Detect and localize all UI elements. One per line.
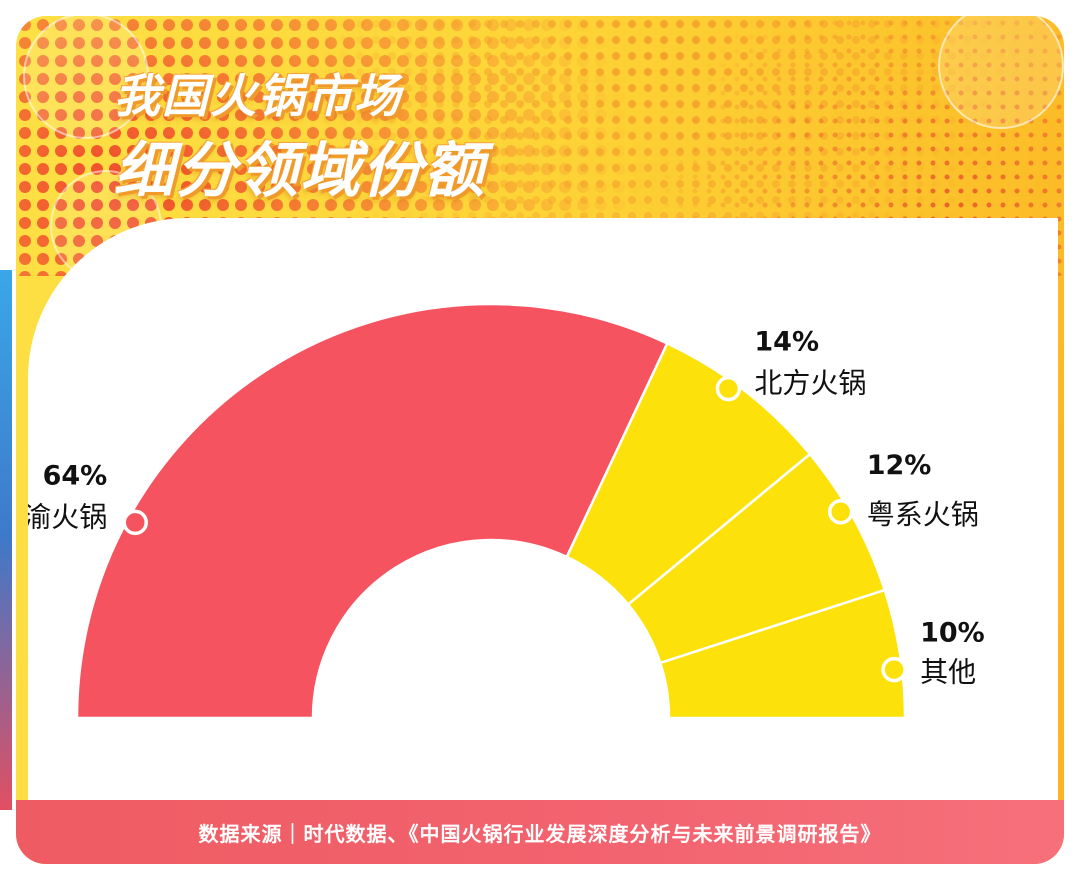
data-label: 10% — [920, 618, 985, 649]
bubble-decoration — [23, 16, 149, 139]
slice-marker — [715, 375, 742, 402]
side-stripe — [0, 270, 12, 810]
title-area: 我国火锅市场 细分领域份额 — [16, 16, 1064, 236]
slice-marker — [881, 656, 907, 683]
source-note: 数据来源｜时代数据、《中国火锅行业发展深度分析与未来前景调研报告》 — [198, 821, 882, 846]
category-label: 粤系火锅 — [867, 498, 979, 531]
category-label: 川渝火锅 — [28, 500, 107, 533]
data-label: 12% — [867, 450, 932, 481]
slice-marker — [122, 509, 148, 536]
footer-bar: 数据来源｜时代数据、《中国火锅行业发展深度分析与未来前景调研报告》 — [16, 800, 1064, 864]
data-label: 14% — [754, 327, 819, 358]
chart-title-line-1: 我国火锅市场 — [114, 69, 402, 123]
category-label: 北方火锅 — [754, 367, 866, 400]
data-label: 64% — [43, 460, 108, 491]
bubble-decoration — [938, 16, 1064, 129]
chart-title-line-2: 细分领域份额 — [114, 136, 486, 206]
chart-card: 64% 川渝火锅 14% 北方火锅 12% 粤系火锅 10% 其他 — [28, 218, 1058, 800]
semi-donut-chart: 64% 川渝火锅 14% 北方火锅 12% 粤系火锅 10% 其他 — [28, 302, 985, 720]
pie-slice — [75, 302, 669, 720]
slice-marker — [827, 499, 854, 525]
category-label: 其他 — [920, 656, 976, 689]
pie-slice — [658, 588, 907, 720]
